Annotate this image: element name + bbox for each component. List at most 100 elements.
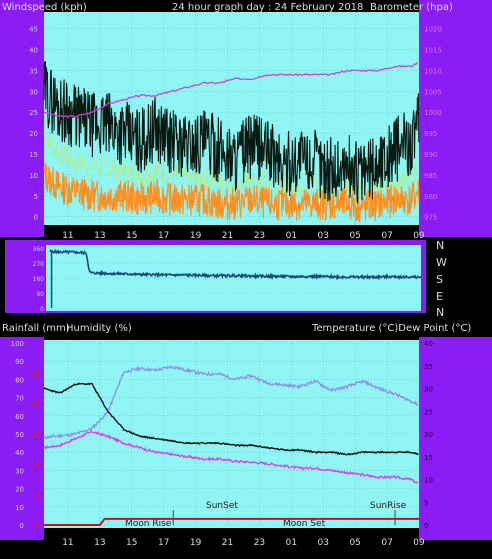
rainfall-tick-label: 25 — [31, 370, 40, 378]
temp-x-tick-label: 03 — [318, 538, 329, 548]
temp-x-tick-label: 17 — [158, 538, 169, 548]
barometer-tick-label: 1005 — [424, 88, 442, 96]
wind-gust-line — [43, 61, 420, 204]
wind-direction-line — [49, 248, 422, 281]
wind-x-tick-label: 03 — [318, 231, 329, 241]
direction-series — [49, 248, 422, 308]
compass-label-5: N — [436, 306, 444, 319]
compass-label-2: W — [436, 256, 447, 269]
temp-series — [43, 365, 419, 526]
wind-x-tick-label: 21 — [222, 231, 233, 241]
temp-x-tick-label: 13 — [94, 538, 105, 548]
wind-series — [43, 61, 420, 223]
barometer-tick-label: 995 — [424, 130, 437, 138]
temperature-tick-label: 40 — [424, 340, 433, 348]
direction-tick-label: 0 — [40, 306, 44, 313]
direction-tick-label: 270 — [33, 261, 45, 268]
barometer-tick-label: 1000 — [424, 109, 442, 117]
rainfall-tick-label: 0 — [36, 522, 40, 530]
windspeed-axis-label: Windspeed (kph) — [2, 2, 87, 13]
barometer-tick-label: 1020 — [424, 26, 442, 34]
compass-label-4: E — [436, 290, 443, 303]
humidity-axis-label: Humidity (%) — [66, 323, 132, 334]
humidity-tick-label: 70 — [15, 395, 24, 403]
humidity-tick-label: 60 — [15, 413, 24, 421]
axis-ticks: 0510152025303540459759809859909951000100… — [11, 26, 442, 548]
compass-label-3: S — [436, 273, 443, 286]
direction-tick-label: 180 — [33, 276, 45, 283]
windspeed-tick-label: 40 — [29, 47, 38, 55]
left-panel-band-bottom — [0, 337, 44, 540]
humidity-tick-label: 30 — [15, 467, 24, 475]
barometer-tick-label: 1010 — [424, 67, 442, 75]
barometer-tick-label: 975 — [424, 214, 437, 222]
left-panel-band — [0, 0, 44, 237]
barometer-tick-label: 1015 — [424, 47, 442, 55]
direction-tick-label: 360 — [33, 246, 45, 253]
temperature-tick-label: 15 — [424, 454, 433, 462]
moon-rise-label: Moon Rise — [125, 519, 172, 529]
temp-x-tick-label: 21 — [222, 538, 233, 548]
wind-x-tick-label: 07 — [381, 231, 392, 241]
rainfall-tick-label: 5 — [36, 492, 40, 500]
windspeed-tick-label: 10 — [29, 172, 38, 180]
windspeed-tick-label: 20 — [29, 130, 38, 138]
dewpoint-line — [43, 429, 419, 484]
rainfall-tick-label: 10 — [31, 461, 40, 469]
wind-x-tick-label: 23 — [254, 231, 265, 241]
windspeed-tick-label: 25 — [29, 109, 38, 117]
right-panel-band-bottom — [419, 337, 492, 540]
temp-grid — [44, 342, 420, 526]
wind-x-tick-label: 19 — [190, 231, 202, 241]
barometer-tick-label: 980 — [424, 193, 437, 201]
rainfall-line — [44, 517, 419, 526]
moon-set-label: Moon Set — [283, 519, 326, 529]
humidity-tick-label: 0 — [20, 522, 24, 530]
temperature-tick-label: 30 — [424, 386, 433, 394]
humidity-tick-label: 40 — [15, 449, 24, 457]
windspeed-tick-label: 5 — [34, 193, 38, 201]
humidity-tick-label: 20 — [15, 486, 24, 494]
rainfall-axis-label: Rainfall (mm) — [2, 323, 70, 334]
temp-x-tick-label: 19 — [190, 538, 202, 548]
compass-label-1: N — [436, 239, 444, 252]
windspeed-tick-label: 35 — [29, 67, 38, 75]
temperature-line — [43, 382, 419, 456]
barometer-tick-label: 985 — [424, 172, 437, 180]
wind-green-line — [43, 130, 419, 203]
wind-x-tick-label: 15 — [126, 231, 137, 241]
temperature-tick-label: 35 — [424, 363, 433, 371]
temp-x-tick-label: 11 — [62, 538, 73, 548]
temp-x-tick-label: 05 — [349, 538, 360, 548]
humidity-tick-label: 50 — [15, 431, 24, 439]
temp-x-tick-label: 23 — [254, 538, 265, 548]
humidity-tick-label: 90 — [15, 358, 24, 366]
wind-x-tick-label: 09 — [413, 231, 425, 241]
temp-x-tick-label: 09 — [413, 538, 425, 548]
temperature-dewpoint-axis-label: Temperature (°C)Dew Point (°C) — [311, 323, 471, 334]
windspeed-tick-label: 0 — [34, 214, 38, 222]
humidity-tick-label: 10 — [15, 504, 24, 512]
barometer-axis-label: Barometer (hpa) — [370, 2, 453, 13]
barometer-line — [43, 62, 418, 119]
right-panel-band — [419, 0, 492, 237]
barometer-tick-label: 990 — [424, 151, 437, 159]
rainfall-tick-label: 15 — [31, 431, 40, 439]
rainfall-tick-label: 20 — [31, 401, 40, 409]
humidity-tick-label: 80 — [15, 376, 24, 384]
temp-x-tick-label: 07 — [381, 538, 392, 548]
temperature-tick-label: 25 — [424, 408, 433, 416]
temperature-tick-label: 10 — [424, 477, 433, 485]
temp-x-tick-label: 15 — [126, 538, 137, 548]
temperature-tick-label: 0 — [424, 522, 428, 530]
wind-x-tick-label: 13 — [94, 231, 105, 241]
chart-title: 24 hour graph day : 24 February 2018 — [172, 2, 363, 13]
sunrise-label: SunRise — [370, 501, 407, 511]
temp-x-tick-label: 01 — [286, 538, 297, 548]
direction-tick-label: 90 — [36, 291, 44, 298]
sunset-label: SunSet — [206, 501, 238, 511]
wind-x-tick-label: 17 — [158, 231, 169, 241]
humidity-tick-label: 100 — [11, 340, 24, 348]
